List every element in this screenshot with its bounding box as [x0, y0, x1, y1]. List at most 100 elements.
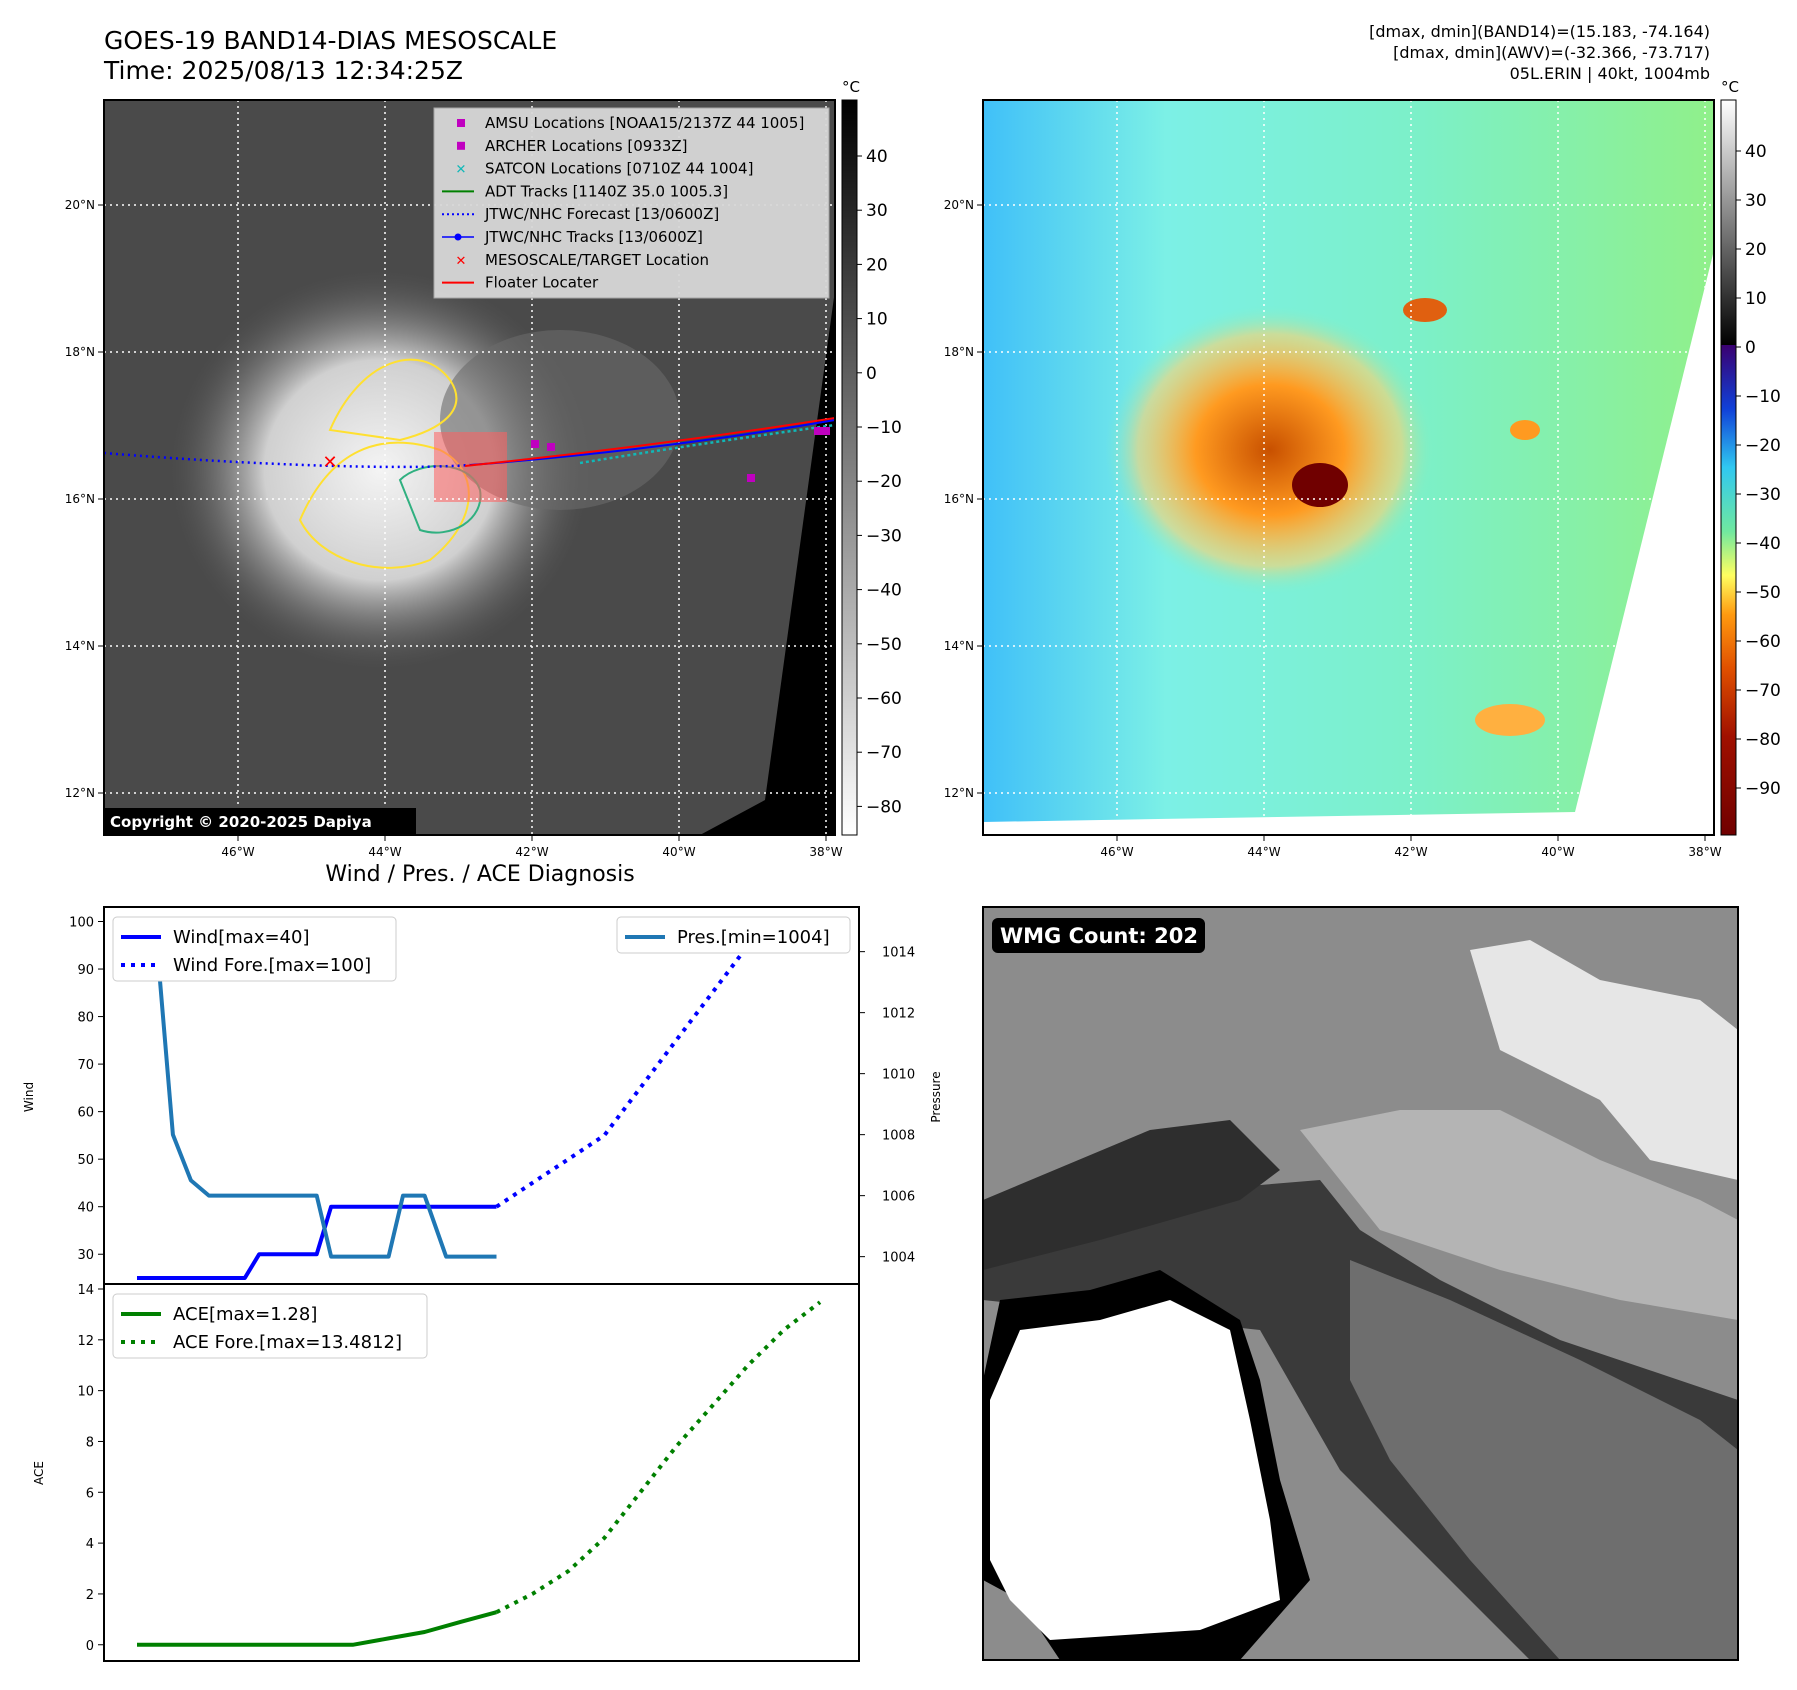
floater-track-line: [464, 417, 836, 467]
ir-colorbar-tick-label: 40: [866, 147, 888, 167]
ir-colorbar-tick-label: 20: [866, 255, 888, 275]
legend-label: JTWC/NHC Forecast [13/0600Z]: [484, 205, 719, 223]
ir-contour-yellow-north: [328, 358, 458, 442]
copyright-text: Copyright © 2020-2025 Dapiya: [110, 813, 372, 831]
diagnosis-title: Wind / Pres. / ACE Diagnosis: [325, 862, 635, 887]
amsu-archer-marker: [814, 427, 822, 435]
legend-x-marker: ✕: [456, 163, 467, 178]
wind-legend-label: Wind Fore.[max=100]: [173, 955, 371, 976]
color-storm-cloud: [1105, 305, 1435, 595]
amsu-archer-marker: [747, 474, 755, 482]
mesoscale-target-box: [434, 432, 507, 502]
color-cloud-cell-1: [1403, 298, 1447, 322]
wind-y2-tick-label: 1004: [882, 1251, 915, 1266]
wind-series-line: [137, 919, 497, 1259]
color-colorbar-tick-label: 20: [1745, 240, 1767, 260]
ir-no-data-region: [700, 290, 835, 835]
wind-series-line: [137, 1204, 497, 1280]
color-gridlines: [983, 100, 1714, 835]
ir-colorbar: [841, 99, 858, 836]
color-lon-tick-label: 38°W: [1688, 845, 1721, 859]
wind-y-tick-label: 90: [77, 963, 94, 978]
legend-label: SATCON Locations [0710Z 44 1004]: [485, 160, 753, 178]
color-lon-tick-label: 46°W: [1100, 845, 1133, 859]
ir-colorbar-tick-label: −30: [866, 526, 902, 546]
color-colorbar-bottom: [1721, 345, 1736, 835]
wmg-count-label: WMG Count: 202: [1000, 924, 1198, 948]
color-colorbar-unit: °C: [1721, 78, 1739, 96]
ir-colorbar-tick-label: 30: [866, 201, 888, 221]
color-colorbar-tick-label: −70: [1745, 681, 1781, 701]
ace-y-tick-label: 8: [86, 1435, 94, 1450]
wmg-count-box: [992, 918, 1205, 953]
awv-range-text: [dmax, dmin](AWV)=(-32.366, -73.717): [1393, 43, 1710, 62]
legend-x-marker: ✕: [456, 254, 467, 269]
wmg-panel-frame: [982, 906, 1739, 1661]
color-colorbar-tick-label: −40: [1745, 534, 1781, 554]
ir-panel-frame: [103, 99, 836, 836]
wind-y2-tick-label: 1008: [882, 1129, 915, 1144]
satcon-track-line: [579, 423, 836, 465]
legend-label: ADT Tracks [1140Z 35.0 1005.3]: [485, 182, 728, 200]
amsu-archer-marker: [531, 440, 539, 448]
ir-colorbar-unit: °C: [842, 78, 860, 96]
wind-y-tick-label: 60: [77, 1106, 94, 1121]
wind-y-tick-label: 70: [77, 1058, 94, 1073]
color-lat-tick-label: 20°N: [944, 198, 974, 212]
amsu-archer-marker: [547, 443, 555, 451]
wind-y2-tick-label: 1014: [882, 946, 915, 961]
forecast-track-line: [103, 451, 471, 469]
color-colorbar-tick-label: 0: [1745, 338, 1756, 358]
ir-colorbar-ticks: 40 30 20 10 0 −10 −20 −30 −40 −50 −60 −70 −80: [857, 147, 902, 817]
color-enhanced-panel: [983, 100, 1714, 835]
color-colorbar-tick-label: 10: [1745, 289, 1767, 309]
legend-label: AMSU Locations [NOAA15/2137Z 44 1005]: [485, 114, 804, 132]
wmg-light-band: [1300, 1110, 1738, 1320]
ir-lon-tick-label: 44°W: [368, 845, 401, 859]
legend-dot-marker: [454, 233, 462, 241]
mesoscale-target-marker: ✕: [322, 452, 337, 473]
wind-y-tick-label: 50: [77, 1153, 94, 1168]
wind-legend-label: Wind[max=40]: [173, 927, 310, 948]
color-lon-tick-label: 44°W: [1247, 845, 1280, 859]
ir-lat-tick-label: 20°N: [65, 198, 95, 212]
wmg-bright-region: [1470, 940, 1738, 1180]
ir-lon-tick-label: 38°W: [809, 845, 842, 859]
wind-y-tick-label: 100: [69, 916, 94, 931]
color-axis-ticks: 46°W 44°W 42°W 40°W 38°W 20°N 18°N 16°N 14°N 12°N: [944, 198, 1722, 859]
ir-lat-tick-label: 14°N: [65, 639, 95, 653]
pressure-legend-box: [616, 916, 851, 954]
ir-storm-tracks: ✕: [103, 417, 836, 482]
color-colorbar-tick-label: −10: [1745, 387, 1781, 407]
color-lat-tick-label: 12°N: [944, 786, 974, 800]
wind-pressure-plot: 100 90 80 70 60 50 40 30 1014 1012 1010 1008 1006 100…: [69, 916, 915, 1280]
color-lat-tick-label: 14°N: [944, 639, 974, 653]
wmg-mid-region: [1350, 1260, 1738, 1660]
color-lat-tick-label: 18°N: [944, 345, 974, 359]
storm-info-text: 05L.ERIN | 40kt, 1004mb: [1509, 64, 1710, 83]
color-lon-tick-label: 40°W: [1541, 845, 1574, 859]
wmg-white-region: [990, 1300, 1280, 1640]
wind-y-tick-label: 80: [77, 1011, 94, 1026]
ace-y-tick-label: 10: [77, 1385, 94, 1400]
ace-y-tick-label: 12: [77, 1334, 94, 1349]
legend-label: JTWC/NHC Tracks [13/0600Z]: [484, 228, 703, 246]
legend-label: Floater Locater: [485, 274, 599, 292]
legend-label: MESOSCALE/TARGET Location: [485, 251, 709, 269]
color-colorbar-tick-label: −60: [1745, 632, 1781, 652]
figure-timestamp: Time: 2025/08/13 12:34:25Z: [104, 56, 463, 85]
copyright-box: [104, 808, 416, 834]
map-legend: AMSU Locations [NOAA15/2137Z 44 1005] ARC…: [433, 107, 830, 299]
ace-y-tick-label: 6: [86, 1486, 94, 1501]
ir-lon-tick-label: 40°W: [662, 845, 695, 859]
legend-box: [433, 107, 830, 299]
ir-colorbar-tick-label: −40: [866, 581, 902, 601]
ir-lon-tick-label: 46°W: [221, 845, 254, 859]
ace-legend-label: ACE[max=1.28]: [173, 1304, 317, 1325]
color-storm-core: [1292, 463, 1348, 507]
color-lon-tick-label: 42°W: [1394, 845, 1427, 859]
color-cloud-cell-3: [1510, 420, 1540, 440]
ir-colorbar-tick-label: −10: [866, 418, 902, 438]
ace-plot: 14 12 10 8 6 4 2 0 ACE[max=1.28] ACE Fore.[max=13…: [77, 1283, 822, 1654]
